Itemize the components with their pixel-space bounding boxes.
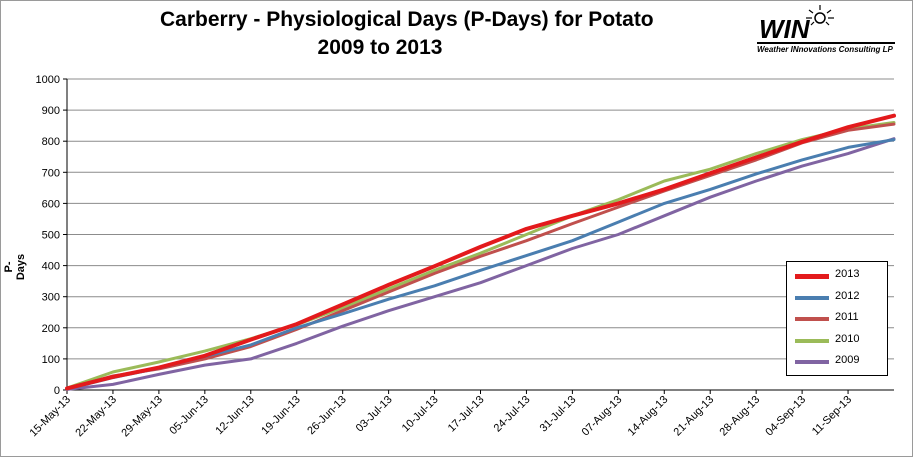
legend-label: 2009 [835, 354, 860, 366]
logo-tagline: Weather INnovations Consulting LP [757, 45, 893, 54]
x-tick-label: 10-Jul-13 [400, 394, 441, 435]
legend-swatch [795, 360, 829, 364]
legend-label: 2010 [835, 332, 860, 345]
x-tick-label: 03-Jul-13 [354, 394, 395, 435]
grid-lines [63, 78, 894, 391]
chart-title-line1: Carberry - Physiological Days (P-Days) f… [160, 8, 654, 31]
y-tick-label: 300 [42, 292, 60, 304]
y-tick-label: 1000 [36, 74, 60, 86]
y-tick-label: 100 [42, 354, 60, 366]
y-tick-label: 0 [54, 385, 60, 397]
legend-item-2011: 2011 [787, 308, 887, 328]
series-line-2013 [65, 113, 896, 391]
x-tick-label: 31-Jul-13 [538, 394, 579, 435]
x-tick-label: 15-May-13 [27, 394, 73, 440]
x-tick-label: 24-Jul-13 [492, 394, 533, 435]
x-tick-label: 11-Sep-13 [810, 394, 854, 438]
legend-swatch [795, 274, 829, 279]
y-tick-label: 200 [42, 323, 60, 335]
legend-label: 2013 [835, 268, 860, 280]
y-tick-label: 800 [42, 136, 60, 148]
win-logo: WIN Weather INnovations Consulting LP [757, 4, 897, 56]
series-line-2010 [65, 121, 896, 390]
x-tick-label: 28-Aug-13 [717, 394, 762, 439]
legend-swatch [795, 317, 829, 321]
x-tick-label: 07-Aug-13 [580, 394, 625, 439]
legend-swatch [795, 295, 829, 300]
sun-icon [806, 5, 834, 26]
y-tick-label: 400 [42, 261, 60, 273]
y-tick-labels: 0 100 200 300 400 500 600 700 800 900 1000 [36, 74, 60, 397]
legend-item-2012: 2012 [787, 287, 887, 307]
y-tick-label: 500 [42, 230, 60, 242]
y-tick-label: 600 [42, 198, 60, 210]
legend-item-2010: 2010 [787, 330, 887, 350]
legend: 2013 2012 2011 2010 2009 [786, 261, 888, 376]
x-tick-label: 17-Jul-13 [446, 394, 487, 435]
y-tick-label: 900 [42, 105, 60, 117]
x-tick-label: 26-Jun-13 [305, 394, 349, 438]
x-tick-labels: 15-May-13 22-May-13 29-May-13 05-Jun-13 12-J… [27, 394, 854, 440]
legend-label: 2012 [835, 289, 860, 302]
legend-swatch [795, 338, 829, 343]
series-line-2009 [65, 137, 896, 391]
x-tick-label: 05-Jun-13 [167, 394, 211, 438]
logo-wordmark: WIN [759, 14, 810, 44]
x-tick-label: 04-Sep-13 [763, 394, 808, 439]
logo-divider [757, 42, 895, 44]
series-lines [65, 113, 896, 391]
series-line-2011 [65, 122, 896, 391]
y-tick-label: 700 [42, 167, 60, 179]
x-tick-label: 21-Aug-13 [672, 394, 717, 439]
x-tick-label: 14-Aug-13 [626, 394, 671, 439]
chart-title: Carberry - Physiological Days (P-Days) f… [160, 6, 654, 62]
chart-title-line2: 2009 to 2013 [317, 36, 443, 59]
x-tick-label: 22-May-13 [73, 394, 119, 440]
x-tick-label: 12-Jun-13 [213, 394, 257, 438]
legend-item-2009: 2009 [787, 351, 887, 371]
x-tick-label: 19-Jun-13 [259, 394, 303, 438]
x-tick-label: 29-May-13 [119, 394, 165, 440]
legend-item-2013: 2013 [787, 265, 887, 285]
legend-label: 2011 [835, 311, 859, 323]
axes [66, 79, 894, 394]
